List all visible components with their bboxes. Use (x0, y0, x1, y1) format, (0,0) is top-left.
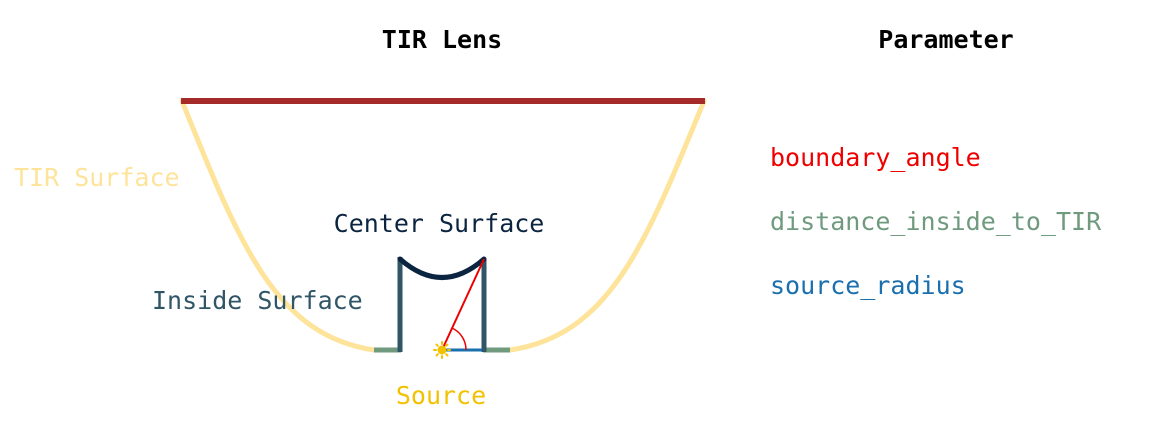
parameter-title: Parameter (878, 25, 1013, 54)
source-icon (433, 341, 451, 359)
tir-surface-right (507, 98, 707, 353)
inside-surface-label: Inside Surface (152, 286, 363, 315)
lens-title: TIR Lens (382, 25, 502, 54)
tir-surface-label: TIR Surface (14, 163, 180, 192)
center-surface (397, 256, 487, 280)
source-label: Source (396, 381, 486, 410)
tir-surface-left (179, 98, 377, 353)
parameter-boundary-angle: boundary_angle (770, 143, 981, 172)
center-surface-label: Center Surface (334, 209, 545, 238)
boundary-angle-arc (451, 327, 467, 351)
boundary-angle-ray (441, 258, 485, 351)
parameter-source-radius: source_radius (770, 271, 966, 300)
parameter-distance-inside-to-tir: distance_inside_to_TIR (770, 207, 1102, 236)
